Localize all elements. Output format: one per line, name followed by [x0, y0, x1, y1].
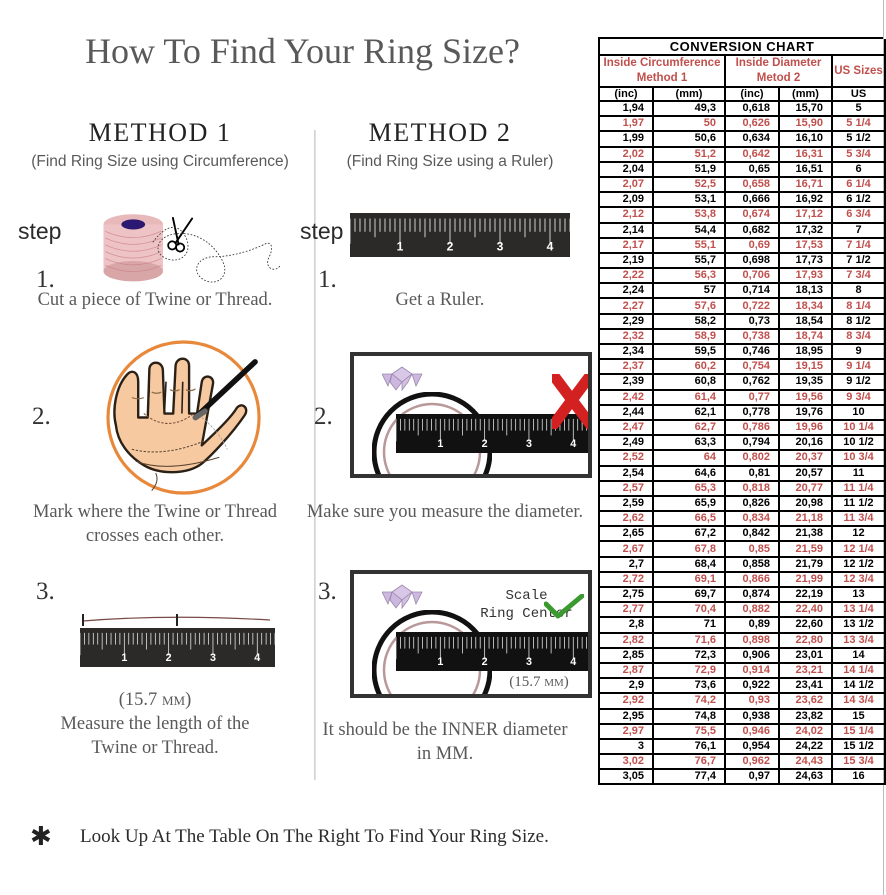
svg-text:1: 1: [437, 438, 443, 450]
svg-text:1: 1: [437, 656, 443, 668]
svg-text:4: 4: [254, 652, 260, 664]
svg-text:3: 3: [526, 438, 532, 450]
svg-text:1: 1: [121, 652, 127, 664]
svg-text:2: 2: [166, 652, 172, 664]
svg-text:4: 4: [570, 438, 576, 450]
svg-text:2: 2: [482, 438, 488, 450]
svg-text:2: 2: [447, 239, 454, 253]
svg-text:3: 3: [526, 656, 532, 668]
svg-text:4: 4: [570, 656, 576, 668]
svg-text:2: 2: [482, 656, 488, 668]
svg-text:3: 3: [210, 652, 216, 664]
svg-text:1: 1: [397, 239, 404, 253]
svg-text:4: 4: [547, 239, 554, 253]
svg-text:3: 3: [497, 239, 504, 253]
